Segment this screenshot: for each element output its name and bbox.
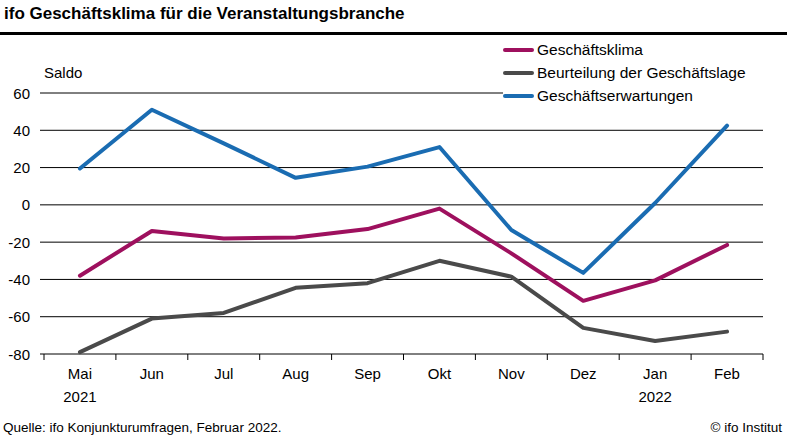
x-axis-month-label: Jun (116, 366, 188, 382)
x-axis-month-label: Nov (475, 366, 547, 382)
legend-row-geschaeftserwartungen: Geschäftserwartungen (503, 84, 787, 107)
x-axis-month-label: Feb (691, 366, 763, 382)
x-axis-month-label: Sep (332, 366, 404, 382)
chart-page: ifo Geschäftsklima für die Veranstaltung… (0, 0, 787, 443)
legend-label-geschaeftserwartungen: Geschäftserwartungen (537, 87, 693, 105)
x-axis-month-label: Dez (547, 366, 619, 382)
chart-legend: Geschäftsklima Beurteilung der Geschäfts… (503, 36, 787, 109)
y-axis-tick-label: -80 (0, 347, 30, 362)
legend-row-geschaeftsklima: Geschäftsklima (503, 38, 787, 61)
y-axis-tick-label: -20 (0, 235, 30, 250)
source-note: Quelle: ifo Konjunkturumfragen, Februar … (3, 420, 281, 435)
y-axis-tick-label: 60 (0, 86, 30, 101)
series-line-beurteilung-der-gesch-ftslage (80, 261, 727, 352)
legend-swatch-geschaeftslage-icon (503, 71, 534, 75)
x-axis-month-label: Mai (44, 366, 116, 382)
x-axis-year-label: 2022 (619, 389, 691, 405)
x-axis-month-label: Jan (619, 366, 691, 382)
y-axis-tick-label: -60 (0, 309, 30, 324)
copyright-note: © ifo Institut (711, 420, 782, 435)
legend-swatch-geschaeftsklima-icon (503, 48, 534, 52)
y-axis-tick-label: 40 (0, 123, 30, 138)
y-axis-tick-label: 20 (0, 160, 30, 175)
series-line-gesch-ftsklima (80, 209, 727, 301)
legend-row-geschaeftslage: Beurteilung der Geschäftslage (503, 61, 787, 84)
y-axis-tick-label: 0 (0, 197, 30, 212)
x-axis-year-label: 2021 (44, 389, 116, 405)
x-axis-month-label: Aug (260, 366, 332, 382)
legend-label-geschaeftslage: Beurteilung der Geschäftslage (537, 64, 746, 82)
legend-swatch-geschaeftserwartungen-icon (503, 94, 534, 98)
y-axis-tick-label: -40 (0, 272, 30, 287)
series-line-gesch-ftserwartungen (80, 110, 727, 273)
x-axis-month-label: Okt (403, 366, 475, 382)
x-axis-month-label: Jul (188, 366, 260, 382)
legend-label-geschaeftsklima: Geschäftsklima (537, 41, 643, 59)
